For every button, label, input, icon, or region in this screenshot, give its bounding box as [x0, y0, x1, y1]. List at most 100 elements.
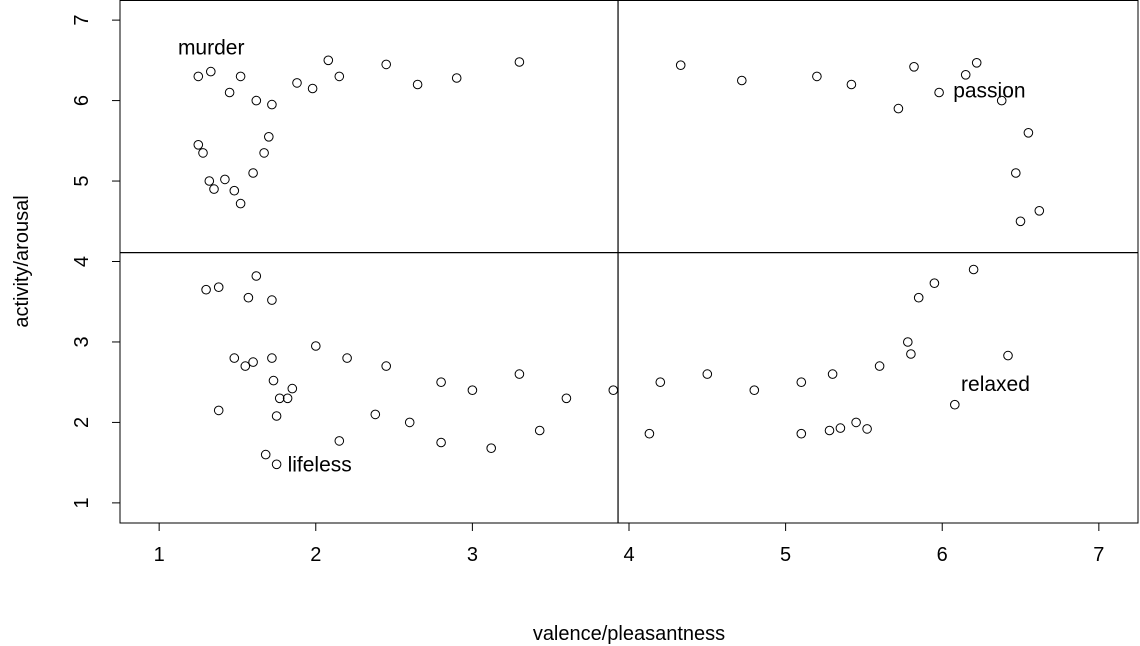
data-point [655, 377, 666, 388]
data-point [259, 148, 269, 158]
data-point [846, 79, 857, 90]
data-point [224, 87, 235, 98]
data-point [220, 174, 230, 185]
data-point [248, 168, 258, 178]
x-tick-label: 4 [623, 544, 634, 566]
x-tick-label: 3 [467, 544, 478, 566]
x-tick-label: 1 [154, 544, 165, 566]
data-point [381, 361, 392, 371]
data-point [334, 71, 345, 82]
data-point [451, 73, 462, 83]
data-point [381, 59, 392, 70]
data-point [267, 99, 277, 110]
annotation-lifeless: lifeless [288, 454, 352, 477]
data-point [996, 95, 1007, 106]
annotation-murder: murder [178, 37, 245, 60]
data-point [514, 369, 525, 379]
data-point [893, 103, 904, 114]
data-point [267, 295, 277, 305]
data-point [971, 58, 982, 68]
y-tick-label: 1 [71, 497, 93, 508]
data-point [235, 71, 246, 82]
data-point [334, 436, 345, 446]
data-point [267, 353, 277, 363]
x-axis: 1 2 3 4 5 6 7 [154, 523, 1104, 566]
data-point [193, 140, 204, 150]
data-point [796, 377, 807, 388]
data-point [240, 361, 251, 371]
data-point [934, 87, 944, 98]
data-point [913, 292, 924, 303]
data-point [968, 264, 979, 275]
annotations: murder passion relaxed lifeless [178, 37, 1030, 477]
data-point [271, 459, 282, 470]
data-point [737, 75, 747, 86]
data-point [436, 377, 446, 388]
data-point [412, 79, 423, 90]
data-point [229, 353, 240, 363]
data-point [213, 405, 224, 416]
x-tick-label: 6 [937, 544, 948, 566]
data-point [960, 70, 971, 80]
data-point [251, 95, 262, 106]
data-point [906, 349, 916, 359]
data-point [1034, 206, 1045, 216]
data-point [404, 417, 415, 428]
data-point [812, 71, 822, 82]
data-point [436, 437, 446, 448]
y-tick-label: 7 [71, 15, 93, 26]
data-point [561, 393, 572, 404]
data-point [248, 357, 258, 367]
data-point [514, 57, 525, 67]
data-point [229, 185, 240, 196]
data-point [307, 83, 318, 94]
data-point [209, 184, 219, 194]
data-point [323, 55, 334, 66]
data-point [370, 409, 381, 420]
annotation-passion: passion [953, 79, 1025, 102]
y-tick-label: 6 [71, 95, 93, 106]
data-point [796, 428, 807, 439]
data-point [824, 425, 835, 436]
x-tick-label: 2 [310, 544, 321, 566]
y-tick-label: 4 [71, 256, 93, 267]
data-point [675, 60, 686, 70]
data-point [1011, 168, 1021, 178]
data-point [193, 71, 204, 82]
annotation-relaxed: relaxed [961, 373, 1030, 396]
data-point [644, 428, 655, 439]
data-point [486, 443, 497, 454]
y-axis-title: activity/arousal [11, 195, 33, 327]
data-point [204, 176, 215, 186]
points-layer [193, 55, 1045, 470]
data-point [201, 284, 211, 295]
data-point [251, 271, 262, 281]
data-point [929, 278, 940, 289]
data-point [198, 148, 208, 158]
reference-lines [120, 0, 1138, 523]
data-point [287, 383, 298, 394]
y-axis: 1 2 3 4 5 6 7 [71, 15, 120, 508]
x-tick-label: 7 [1093, 544, 1104, 566]
x-axis-title: valence/pleasantness [533, 623, 725, 645]
data-point [1023, 128, 1034, 138]
data-point [213, 282, 224, 293]
data-point [835, 423, 846, 433]
data-point [264, 132, 274, 142]
data-point [702, 369, 713, 379]
data-point [271, 411, 282, 421]
y-tick-label: 3 [71, 336, 93, 347]
data-point [260, 449, 271, 460]
data-point [534, 425, 545, 436]
data-point [342, 353, 352, 363]
data-point [874, 361, 885, 371]
data-point [206, 66, 216, 77]
data-point [282, 393, 293, 404]
data-point [274, 393, 285, 404]
data-point [909, 62, 919, 72]
y-tick-label: 2 [71, 417, 93, 428]
data-point [1003, 350, 1013, 361]
data-point [950, 399, 960, 410]
